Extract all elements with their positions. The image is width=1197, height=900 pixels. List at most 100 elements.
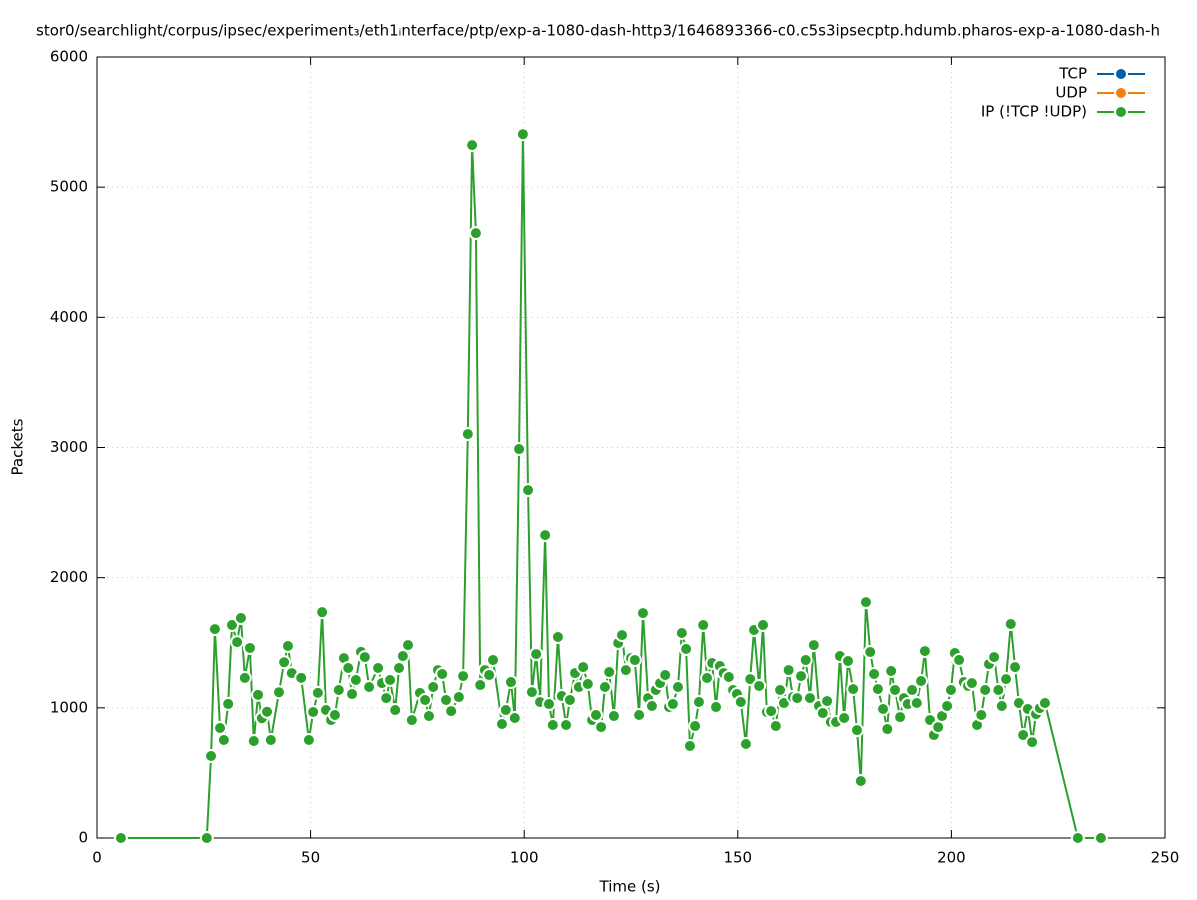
data-point bbox=[644, 699, 659, 714]
data-point bbox=[682, 738, 697, 753]
data-point bbox=[964, 676, 979, 691]
x-tick-label: 100 bbox=[510, 849, 539, 867]
data-point bbox=[1093, 831, 1108, 845]
y-tick-label: 2000 bbox=[50, 568, 88, 586]
data-point bbox=[392, 661, 407, 676]
data-point bbox=[853, 773, 868, 788]
data-point bbox=[606, 709, 621, 724]
data-point bbox=[327, 707, 342, 722]
data-point bbox=[597, 680, 612, 695]
data-point bbox=[199, 831, 214, 845]
data-point bbox=[618, 663, 633, 678]
data-point bbox=[1025, 735, 1040, 750]
data-point bbox=[294, 670, 309, 685]
data-point bbox=[696, 618, 711, 633]
legend-label: TCP bbox=[1058, 65, 1087, 83]
data-point bbox=[507, 710, 522, 725]
data-point bbox=[1008, 660, 1023, 675]
data-point bbox=[260, 704, 275, 719]
data-point bbox=[658, 668, 673, 683]
data-point bbox=[341, 661, 356, 676]
data-point bbox=[383, 672, 398, 687]
data-point bbox=[602, 665, 617, 680]
data-point bbox=[426, 680, 441, 695]
y-tick-label: 4000 bbox=[50, 308, 88, 326]
data-point bbox=[230, 635, 245, 650]
data-point bbox=[515, 127, 530, 142]
data-point bbox=[820, 694, 835, 709]
data-point bbox=[331, 683, 346, 698]
data-point bbox=[494, 716, 509, 731]
data-point bbox=[559, 718, 574, 733]
data-point bbox=[987, 650, 1002, 665]
x-tick-label: 250 bbox=[1151, 849, 1180, 867]
data-point bbox=[233, 611, 248, 626]
data-point bbox=[306, 704, 321, 719]
data-point bbox=[1003, 617, 1018, 632]
data-point bbox=[794, 669, 809, 684]
data-point bbox=[465, 138, 480, 153]
data-point bbox=[588, 707, 603, 722]
data-point bbox=[999, 672, 1014, 687]
data-point bbox=[401, 638, 416, 653]
data-point bbox=[994, 699, 1009, 714]
x-tick-label: 50 bbox=[301, 849, 320, 867]
data-point bbox=[756, 618, 771, 633]
data-point bbox=[435, 666, 450, 681]
data-point bbox=[781, 663, 796, 678]
data-point bbox=[1037, 696, 1052, 711]
data-point bbox=[952, 653, 967, 668]
y-tick-label: 3000 bbox=[50, 438, 88, 456]
data-point bbox=[503, 675, 518, 690]
data-point bbox=[837, 710, 852, 725]
chart-title: stor0/searchlight/corpus/ipsec/experimen… bbox=[36, 22, 1160, 40]
data-point bbox=[764, 704, 779, 719]
data-point bbox=[460, 427, 475, 442]
data-point bbox=[580, 677, 595, 692]
data-point bbox=[670, 680, 685, 695]
x-tick-label: 150 bbox=[723, 849, 752, 867]
data-point bbox=[524, 685, 539, 700]
data-point bbox=[849, 723, 864, 738]
data-point bbox=[550, 630, 565, 645]
data-point bbox=[388, 703, 403, 718]
data-point bbox=[512, 442, 527, 457]
data-point bbox=[345, 687, 360, 702]
data-point bbox=[348, 672, 363, 687]
data-point bbox=[404, 713, 419, 728]
y-axis-label: Packets bbox=[9, 418, 27, 475]
data-point bbox=[473, 678, 488, 693]
x-axis-label: Time (s) bbox=[599, 878, 661, 896]
data-point bbox=[974, 707, 989, 722]
data-point bbox=[870, 682, 885, 697]
data-point bbox=[867, 666, 882, 681]
data-point bbox=[738, 737, 753, 752]
data-point bbox=[773, 683, 788, 698]
y-tick-label: 6000 bbox=[50, 48, 88, 66]
data-point bbox=[207, 622, 222, 637]
data-point bbox=[395, 649, 410, 664]
data-point bbox=[846, 682, 861, 697]
data-point bbox=[451, 690, 466, 705]
data-point bbox=[815, 706, 830, 721]
data-point bbox=[498, 703, 513, 718]
y-tick-label: 1000 bbox=[50, 698, 88, 716]
data-point bbox=[216, 732, 231, 747]
x-tick-label: 200 bbox=[937, 849, 966, 867]
data-point bbox=[863, 644, 878, 659]
data-point bbox=[688, 719, 703, 734]
data-point bbox=[1016, 728, 1031, 743]
data-point bbox=[700, 671, 715, 686]
data-point bbox=[802, 691, 817, 706]
data-point bbox=[940, 699, 955, 714]
data-point bbox=[632, 707, 647, 722]
data-point bbox=[733, 694, 748, 709]
data-point bbox=[263, 732, 278, 747]
data-point bbox=[224, 618, 239, 633]
data-point bbox=[280, 639, 295, 654]
data-point bbox=[237, 670, 252, 685]
data-point bbox=[594, 720, 609, 735]
data-point bbox=[943, 683, 958, 698]
data-point bbox=[627, 653, 642, 668]
